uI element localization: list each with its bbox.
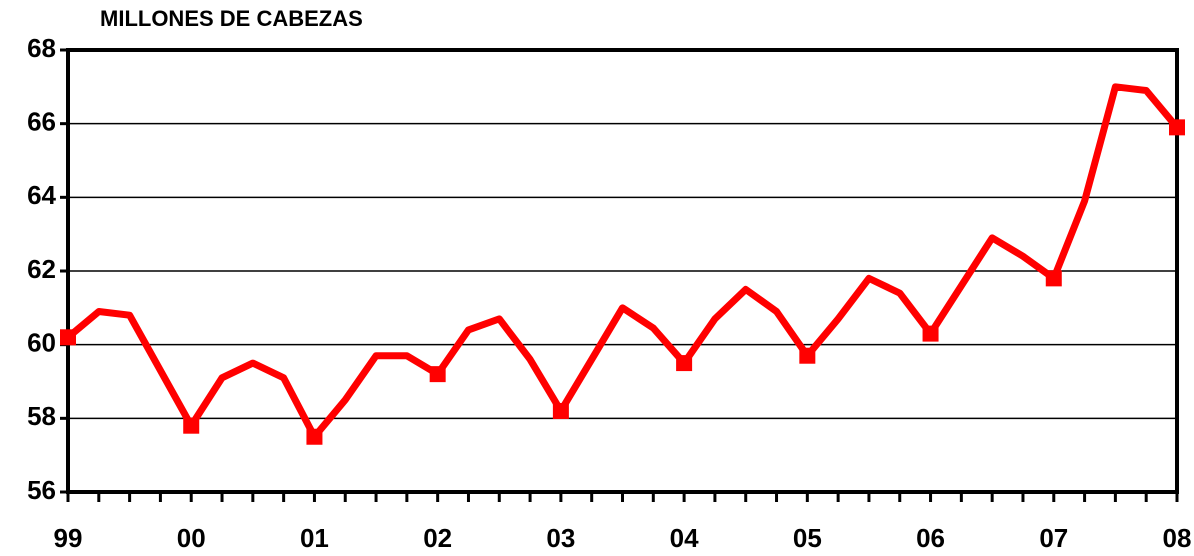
chart-title: MILLONES DE CABEZAS <box>100 6 363 31</box>
x-tick-label: 08 <box>1163 523 1192 553</box>
marker <box>922 325 939 342</box>
y-tick-label: 68 <box>27 33 56 63</box>
y-tick-label: 56 <box>27 475 56 505</box>
line <box>65 83 1180 441</box>
y-tick-label: 62 <box>27 254 56 284</box>
x-tick-label: 99 <box>54 523 83 553</box>
x-tick-label: 01 <box>300 523 329 553</box>
marker <box>1169 119 1185 136</box>
marker <box>552 402 569 419</box>
y-tick-label: 60 <box>27 328 56 358</box>
x-tick-label: 03 <box>546 523 575 553</box>
marker <box>1045 270 1062 287</box>
marker <box>799 347 816 364</box>
x-tick-label: 05 <box>793 523 822 553</box>
y-tick-label: 58 <box>27 401 56 431</box>
marker <box>60 329 76 346</box>
x-tick-label: 04 <box>670 523 699 553</box>
y-tick-label: 66 <box>27 107 56 137</box>
marker <box>429 366 446 383</box>
marker <box>306 428 323 445</box>
marker <box>676 355 693 372</box>
x-tick-label: 02 <box>423 523 452 553</box>
x-tick-label: 07 <box>1039 523 1068 553</box>
x-tick-label: 00 <box>177 523 206 553</box>
x-tick-label: 06 <box>916 523 945 553</box>
y-tick-label: 64 <box>27 180 56 210</box>
marker <box>183 417 200 434</box>
